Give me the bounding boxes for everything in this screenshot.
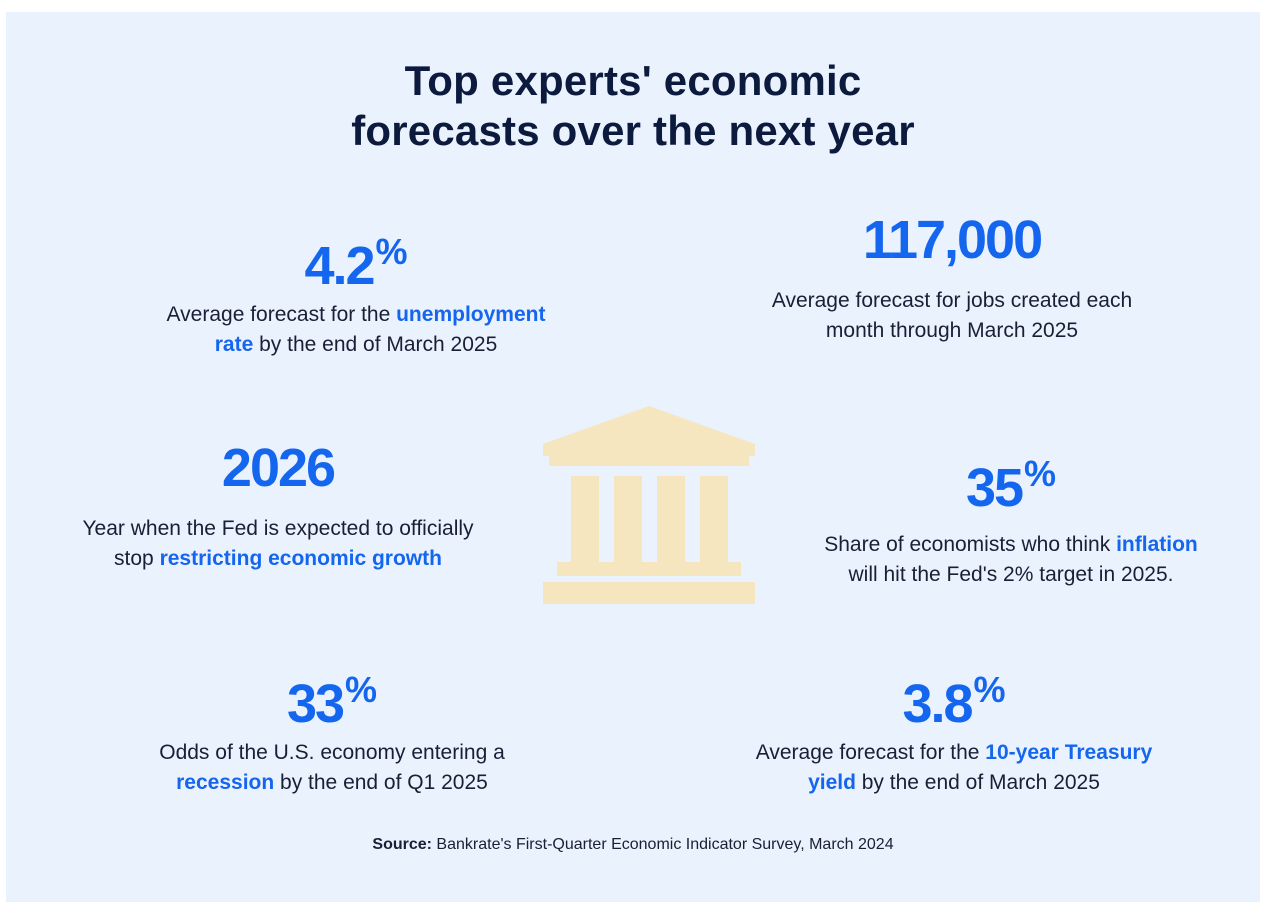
stat-treasury-description: Average forecast for the 10-year Treasur… [755, 741, 1153, 794]
stat-treasury: 3.8% Average forecast for the 10-year Tr… [704, 660, 1204, 798]
stat-jobs-value: 117,000 [862, 210, 1043, 270]
title-line-1: Top experts' economic [404, 57, 862, 104]
bank-building-icon [543, 406, 755, 604]
source-text: Bankrate's First-Quarter Economic Indica… [431, 836, 894, 853]
stat-unemployment: 4.2% Average forecast for the unemployme… [106, 222, 606, 360]
treasury-yield-link[interactable]: 10-year Treasury [985, 741, 1153, 764]
source-label: Source: [372, 836, 432, 853]
stat-unemployment-description: Average forecast for the unemployment ra… [166, 303, 546, 356]
stat-fed-description: Year when the Fed is expected to officia… [82, 517, 474, 570]
stat-treasury-value: 3.8% [902, 669, 1006, 734]
title-line-2: forecasts over the next year [351, 107, 915, 154]
unemployment-rate-link-cont[interactable]: rate [214, 333, 254, 356]
unemployment-rate-link[interactable]: unemployment [396, 303, 546, 326]
source-note: Source: Bankrate's First-Quarter Economi… [0, 836, 1266, 854]
stat-inflation: 35% Share of economists who think inflat… [761, 444, 1261, 590]
treasury-yield-link-cont[interactable]: yield [808, 771, 856, 794]
stat-recession: 33% Odds of the U.S. economy entering a … [82, 660, 582, 798]
stat-inflation-value: 35% [965, 453, 1057, 518]
stat-inflation-description: Share of economists who think inflation … [824, 533, 1198, 586]
inflation-link[interactable]: inflation [1116, 533, 1198, 556]
stat-recession-description: Odds of the U.S. economy entering a rece… [159, 741, 505, 794]
stat-fed-value: 2026 [221, 438, 336, 498]
stat-recession-value: 33% [286, 669, 378, 734]
stat-jobs-description: Average forecast for jobs created each m… [771, 289, 1133, 342]
stat-unemployment-value: 4.2% [304, 231, 408, 296]
recession-link[interactable]: recession [176, 771, 275, 794]
stat-jobs: 117,000 Average forecast for jobs create… [702, 210, 1202, 346]
page-title: Top experts' economic forecasts over the… [0, 56, 1266, 156]
restricting-growth-link[interactable]: restricting economic growth [159, 547, 442, 570]
stat-fed: 2026 Year when the Fed is expected to of… [28, 438, 528, 574]
